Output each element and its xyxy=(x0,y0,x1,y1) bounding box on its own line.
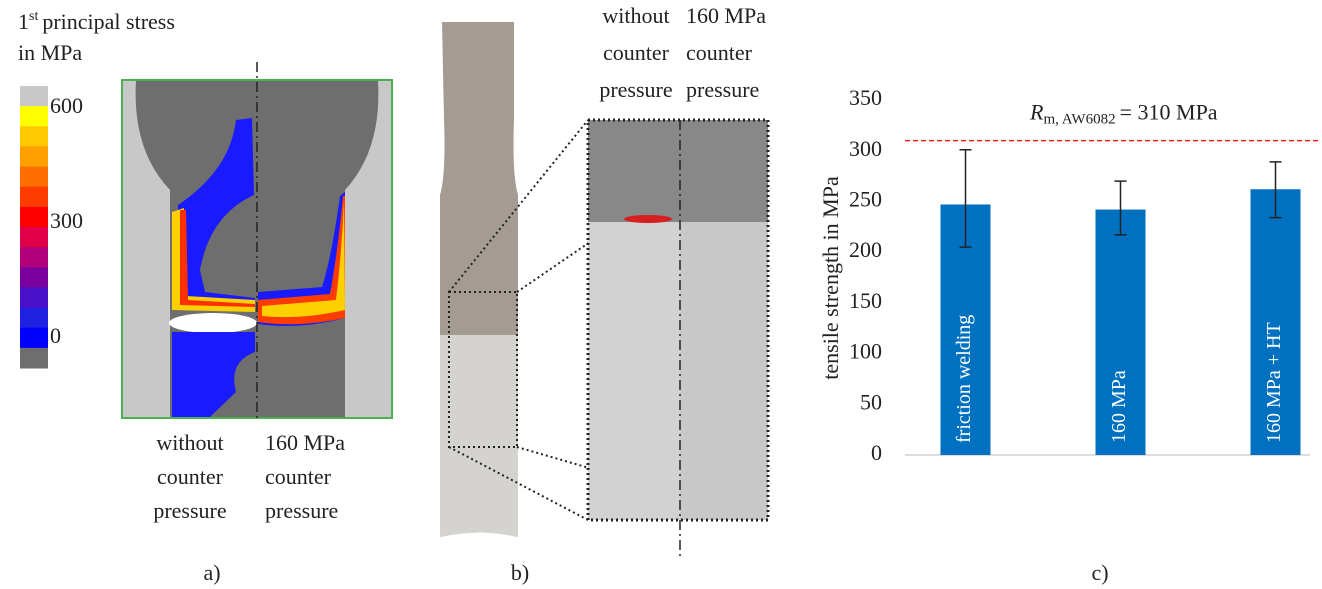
colorbar-title-rest: principal stress xyxy=(42,9,175,34)
colorbar-swatch xyxy=(20,206,48,228)
colorbar-swatch xyxy=(20,327,48,349)
panel-label: a) xyxy=(203,560,220,585)
zoom-right-half xyxy=(680,222,768,520)
colorbar-swatch xyxy=(20,267,48,288)
specimen-aluminium xyxy=(440,335,518,537)
label-line: 160 MPa xyxy=(265,430,345,455)
stress-zone-bottom xyxy=(172,332,255,417)
y-tick-label: 350 xyxy=(849,85,882,110)
colorbar-swatch xyxy=(20,86,48,107)
y-tick-label: 0 xyxy=(871,440,882,465)
colorbar-swatch xyxy=(20,166,48,188)
zoom-line xyxy=(516,119,769,293)
label-right: 160 MPa counter pressure xyxy=(265,430,345,523)
panel-label: b) xyxy=(511,560,529,585)
panel-label: c) xyxy=(1091,560,1108,585)
crack xyxy=(624,215,672,223)
colorbar-swatch xyxy=(20,347,48,369)
stress-zone-right xyxy=(258,192,345,326)
label-left: without counter pressure xyxy=(599,3,672,102)
colorbar-title: 1st principal stress xyxy=(18,9,175,34)
stress-peak-right-core xyxy=(262,200,345,318)
zoom-line xyxy=(448,119,589,293)
label-line: counter xyxy=(686,40,753,65)
stress-peak-left-core xyxy=(180,210,255,307)
y-tick-label: 300 xyxy=(849,136,882,161)
y-tick-label: 100 xyxy=(849,339,882,364)
category-label: 160 MPa + HT xyxy=(1263,322,1285,443)
label-line: counter xyxy=(265,464,332,489)
colorbar-swatch xyxy=(20,247,48,268)
colorbar-swatch xyxy=(20,106,48,127)
reference-label: Rm, AW6082 = 310 MPa xyxy=(1029,100,1218,128)
reference-subscript: m, AW6082 xyxy=(1043,112,1115,128)
error-bar xyxy=(1114,180,1127,236)
colorbar-swatch xyxy=(20,287,48,309)
colorbar-title-sup: st xyxy=(29,9,38,24)
detail-frame xyxy=(448,291,518,448)
error-bar xyxy=(959,148,972,248)
label-line: pressure xyxy=(599,77,672,102)
y-tick-label: 50 xyxy=(860,389,882,414)
colorbar-tick-label: 600 xyxy=(50,93,83,118)
category-label: 160 MPa xyxy=(1108,370,1130,443)
colorbar-title-line2: in MPa xyxy=(18,40,82,65)
colorbar-swatch xyxy=(20,146,48,168)
label-line: pressure xyxy=(265,498,338,523)
colorbar-swatch xyxy=(20,307,48,329)
colorbar-title-number: 1 xyxy=(18,9,29,34)
label-line: without xyxy=(156,430,223,455)
zoom-steel xyxy=(588,120,768,222)
zoom-frame xyxy=(586,118,770,522)
label-left: without counter pressure xyxy=(153,430,226,523)
stress-zone-left xyxy=(176,118,255,312)
bar xyxy=(1095,209,1146,455)
label-line: counter xyxy=(157,464,224,489)
label-line: pressure xyxy=(153,498,226,523)
colorbar: 600 300 0 xyxy=(20,86,83,369)
y-axis-title: tensile strength in MPa xyxy=(818,176,843,380)
bar-chart: 0 50 100 150 200 250 300 350 tensile strength in… xyxy=(818,85,1320,465)
y-tick-label: 250 xyxy=(849,186,882,211)
zoom-line xyxy=(448,446,589,521)
reference-rest: = 310 MPa xyxy=(1120,100,1218,125)
colorbar-swatch xyxy=(20,126,48,147)
bar xyxy=(1250,189,1301,455)
colorbar-tick-label: 300 xyxy=(50,208,83,233)
colorbar-swatch xyxy=(20,227,48,248)
label-line: pressure xyxy=(686,77,759,102)
label-line: 160 MPa xyxy=(686,3,766,28)
y-tick-label: 200 xyxy=(849,237,882,262)
category-label: friction welding xyxy=(953,315,975,443)
error-bar xyxy=(1269,161,1282,219)
label-line: counter xyxy=(603,40,670,65)
colorbar-tick-label: 0 xyxy=(50,323,61,348)
reference-symbol: R xyxy=(1029,100,1044,125)
colorbar-swatch xyxy=(20,186,48,208)
label-line: without xyxy=(602,3,669,28)
y-tick-label: 150 xyxy=(849,288,882,313)
label-right: 160 MPa counter pressure xyxy=(686,3,766,102)
gap-left xyxy=(169,313,257,333)
